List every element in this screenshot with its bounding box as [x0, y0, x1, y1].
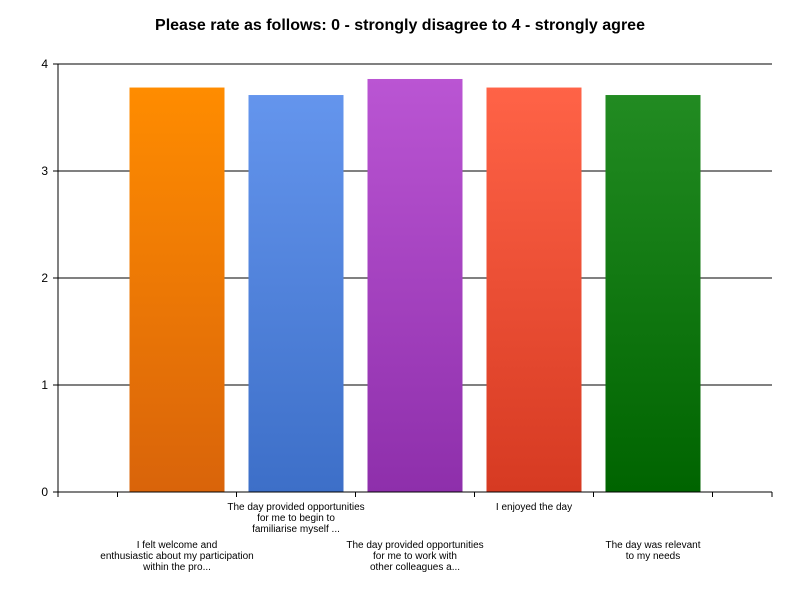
x-tick-label: The day was relevant to my needs: [568, 540, 738, 562]
y-tick-label: 1: [41, 378, 48, 392]
x-tick-label-line: within the pro...: [143, 562, 211, 573]
x-tick-label-line: I felt welcome and: [136, 540, 218, 551]
bar: [605, 95, 701, 492]
bar: [367, 78, 463, 492]
x-tick-label-line: The day provided opportunities: [346, 540, 484, 551]
y-tick-label: 3: [41, 164, 48, 178]
x-tick-label-line: I enjoyed the day: [495, 502, 573, 513]
y-tick-label: 2: [41, 271, 48, 285]
bars: [129, 78, 701, 492]
x-tick-label-line: to my needs: [625, 551, 681, 562]
x-tick-label: The day provided opportunities for me to …: [330, 540, 500, 573]
x-tick-label-line: The day provided opportunities: [227, 502, 365, 513]
y-tick-labels: 0 1 2 3 4: [41, 57, 48, 499]
x-tick-label-line: enthusiastic about my participation: [100, 551, 254, 562]
x-tick-label-line: for me to begin to: [257, 513, 335, 524]
x-tick-label-line: for me to work with: [373, 551, 457, 562]
bar: [129, 87, 225, 492]
x-tick-label-line: The day was relevant: [605, 540, 701, 551]
x-tick-label-line: familiarise myself ...: [252, 524, 340, 535]
x-tick-label: The day provided opportunities for me to …: [211, 502, 381, 535]
x-tick-label: I felt welcome and enthusiastic about my …: [92, 540, 262, 573]
bar: [486, 87, 582, 492]
x-tick-label-line: other colleagues a...: [369, 562, 461, 573]
chart-title: Please rate as follows: 0 - strongly dis…: [155, 17, 645, 34]
axes: [53, 63, 773, 497]
y-tick-label: 0: [41, 485, 48, 499]
y-tick-label: 4: [41, 57, 48, 71]
bar: [248, 95, 344, 492]
x-tick-label: I enjoyed the day: [449, 502, 619, 513]
